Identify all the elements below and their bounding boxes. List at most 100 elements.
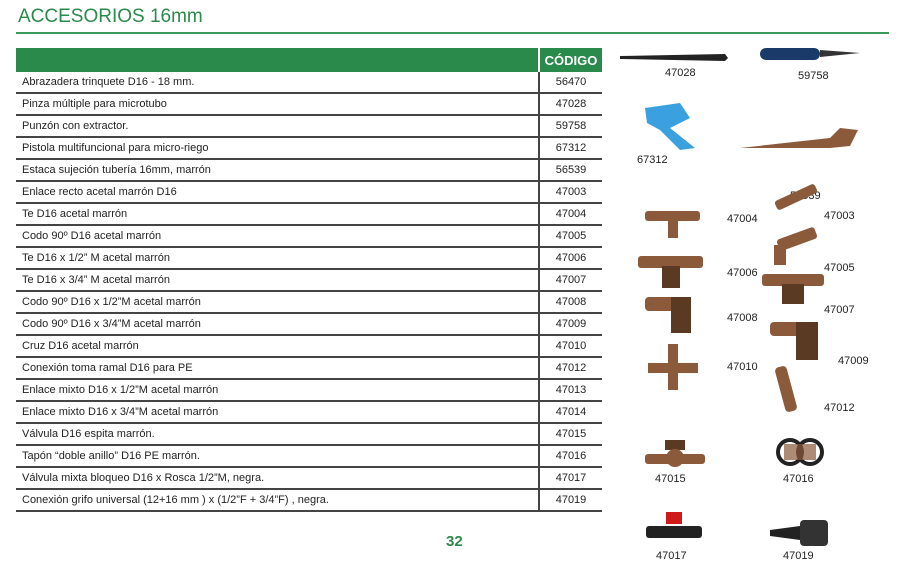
row-code: 47004 xyxy=(538,203,602,226)
product-59758: 59758 xyxy=(755,42,865,82)
row-code: 67312 xyxy=(538,137,602,160)
product-47005: 47005 xyxy=(772,227,855,274)
row-description: Conexión grifo universal (12+16 mm ) x (… xyxy=(16,489,539,512)
product-code-label: 47008 xyxy=(727,312,758,324)
product-code-label: 47004 xyxy=(727,213,758,225)
product-47003: 47003 xyxy=(772,182,855,222)
product-image xyxy=(740,128,858,148)
product-code-label: 47016 xyxy=(783,473,814,485)
product-image xyxy=(645,440,705,467)
row-description: Enlace mixto D16 x 1/2”M acetal marrón xyxy=(16,379,539,402)
row-code: 47012 xyxy=(538,357,602,380)
row-code: 47007 xyxy=(538,269,602,292)
product-image xyxy=(646,512,702,538)
row-description: Enlace recto acetal marrón D16 xyxy=(16,181,539,204)
product-56539: 56539 xyxy=(740,118,865,202)
product-image xyxy=(645,211,700,238)
product-image xyxy=(645,103,695,150)
product-image xyxy=(776,438,824,466)
table-row: Te D16 x 3/4” M acetal marrón 47007 xyxy=(16,269,602,292)
product-47009: 47009 xyxy=(770,318,869,367)
accessories-table: CÓDIGO Abrazadera trinquete D16 - 18 mm.… xyxy=(16,48,602,512)
product-image xyxy=(648,344,698,390)
row-description: Te D16 x 1/2” M acetal marrón xyxy=(16,247,539,270)
product-image xyxy=(645,297,691,333)
product-47015: 47015 xyxy=(645,436,710,485)
table-header: CÓDIGO xyxy=(16,48,602,72)
product-code-label: 47012 xyxy=(824,402,855,414)
product-image xyxy=(620,54,728,61)
row-code: 47010 xyxy=(538,335,602,358)
table-row: Punzón con extractor. 59758 xyxy=(16,115,602,138)
product-code-label: 67312 xyxy=(637,154,668,166)
table-row: Te D16 x 1/2” M acetal marrón 47006 xyxy=(16,247,602,270)
product-code-label: 47007 xyxy=(824,304,855,316)
row-code: 47014 xyxy=(538,401,602,424)
row-code: 56539 xyxy=(538,159,602,182)
product-code-label: 47010 xyxy=(727,361,758,373)
table-row: Cruz D16 acetal marrón 47010 xyxy=(16,335,602,358)
row-description: Codo 90º D16 x 3/4”M acetal marrón xyxy=(16,313,539,336)
product-code-label: 47006 xyxy=(727,267,758,279)
product-image xyxy=(774,227,818,265)
table-row: Pistola multifuncional para micro-riego 6… xyxy=(16,137,602,160)
row-code: 47016 xyxy=(538,445,602,468)
row-description: Pistola multifuncional para micro-riego xyxy=(16,137,539,160)
table-row: Enlace mixto D16 x 1/2”M acetal marrón 47… xyxy=(16,379,602,402)
row-description: Válvula D16 espita marrón. xyxy=(16,423,539,446)
product-47008: 47008 xyxy=(645,293,758,335)
row-description: Cruz D16 acetal marrón xyxy=(16,335,539,358)
table-row: Conexión grifo universal (12+16 mm ) x (… xyxy=(16,489,602,512)
row-description: Abrazadera trinquete D16 - 18 mm. xyxy=(16,72,539,94)
table-row: Conexión toma ramal D16 para PE 47012 xyxy=(16,357,602,380)
product-image xyxy=(770,322,818,360)
row-description: Pinza múltiple para microtubo xyxy=(16,93,539,116)
page-title: ACCESORIOS 16mm xyxy=(18,6,203,27)
row-code: 47019 xyxy=(538,489,602,512)
product-47010: 47010 xyxy=(648,344,758,392)
row-code: 47013 xyxy=(538,379,602,402)
row-code: 47028 xyxy=(538,93,602,116)
product-image xyxy=(770,520,828,546)
product-47016: 47016 xyxy=(776,436,826,485)
product-code-label: 47009 xyxy=(838,355,869,367)
product-code-label: 47017 xyxy=(656,550,687,562)
row-description: Conexión toma ramal D16 para PE xyxy=(16,357,539,380)
row-code: 56470 xyxy=(538,72,602,94)
row-code: 47005 xyxy=(538,225,602,248)
product-image xyxy=(760,48,860,60)
table-row: Codo 90º D16 x 3/4”M acetal marrón 47009 xyxy=(16,313,602,336)
row-code: 47003 xyxy=(538,181,602,204)
product-image xyxy=(774,184,818,210)
product-image xyxy=(762,274,824,304)
table-row: Válvula D16 espita marrón. 47015 xyxy=(16,423,602,446)
product-code-label: 47019 xyxy=(783,550,814,562)
row-code: 47009 xyxy=(538,313,602,336)
product-code-label: 47015 xyxy=(655,473,686,485)
table-row: Codo 90º D16 x 1/2”M acetal marrón 47008 xyxy=(16,291,602,314)
row-code: 47008 xyxy=(538,291,602,314)
row-description: Codo 90º D16 acetal marrón xyxy=(16,225,539,248)
table-row: Te D16 acetal marrón 47004 xyxy=(16,203,602,226)
product-image xyxy=(638,256,703,288)
row-description: Codo 90º D16 x 1/2”M acetal marrón xyxy=(16,291,539,314)
product-47004: 47004 xyxy=(645,203,758,238)
header-code: CÓDIGO xyxy=(538,48,602,72)
product-code-label: 47005 xyxy=(824,262,855,274)
product-code-label: 47003 xyxy=(824,210,855,222)
row-description: Estaca sujeción tubería 16mm, marrón xyxy=(16,159,539,182)
row-code: 47015 xyxy=(538,423,602,446)
table-row: Válvula mixta bloqueo D16 x Rosca 1/2”M,… xyxy=(16,467,602,490)
row-description: Te D16 x 3/4” M acetal marrón xyxy=(16,269,539,292)
table-row: Enlace mixto D16 x 3/4”M acetal marrón 47… xyxy=(16,401,602,424)
product-47017: 47017 xyxy=(646,510,706,562)
row-description: Tapón “doble anillo” D16 PE marrón. xyxy=(16,445,539,468)
product-code-label: 47028 xyxy=(665,67,696,79)
table-row: Tapón “doble anillo” D16 PE marrón. 47016 xyxy=(16,445,602,468)
product-47006: 47006 xyxy=(638,250,758,292)
row-description: Te D16 acetal marrón xyxy=(16,203,539,226)
row-code: 47017 xyxy=(538,467,602,490)
row-description: Válvula mixta bloqueo D16 x Rosca 1/2”M,… xyxy=(16,467,539,490)
title-divider xyxy=(16,32,889,34)
table-row: Abrazadera trinquete D16 - 18 mm. 56470 xyxy=(16,72,602,94)
